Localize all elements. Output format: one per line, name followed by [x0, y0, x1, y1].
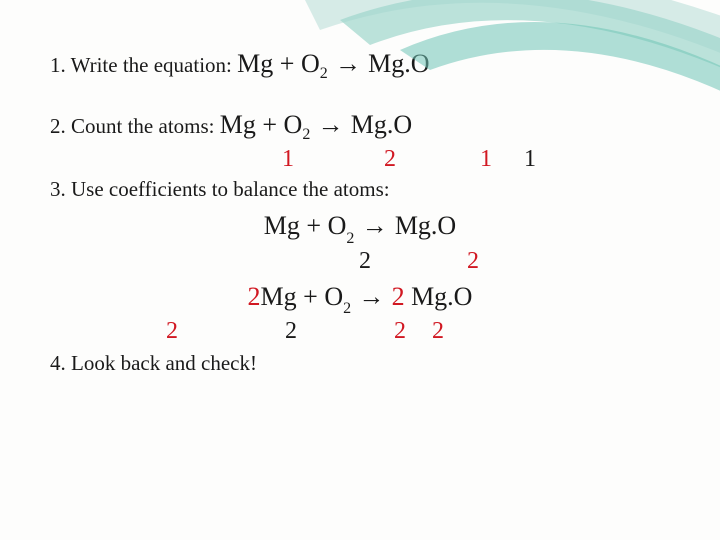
step-1: 1. Write the equation: Mg + O2 → Mg.O: [50, 48, 670, 81]
step-3-eq1: Mg + O2 → Mg.O: [50, 210, 670, 245]
eq3b-arrow: →: [351, 281, 391, 311]
eq1-mg: Mg: [237, 49, 273, 78]
eq3a-sub: 2: [346, 230, 354, 247]
count-mg-left: 1: [282, 146, 384, 173]
step-3-count2: 2222: [50, 318, 670, 345]
eq1-sub: 2: [320, 65, 328, 82]
eq1-plus: +: [273, 49, 301, 78]
eq3a-arrow: →: [354, 210, 394, 240]
eq3b-coef2: 2: [392, 282, 412, 311]
eq1-o: O: [301, 49, 320, 78]
count-o-right: 1: [524, 146, 536, 173]
step-4-label: 4. Look back and check!: [50, 351, 257, 375]
step-3: 3. Use coefficients to balance the atoms…: [50, 177, 670, 202]
eq3b-mg: Mg: [261, 282, 297, 311]
eq2-plus: +: [256, 110, 284, 139]
eq2-sub: 2: [302, 126, 310, 143]
eq3b-o: O: [324, 282, 343, 311]
step-2-counts: 1211: [50, 146, 670, 173]
step-1-label: 1. Write the equation:: [50, 53, 237, 77]
step-4: 4. Look back and check!: [50, 351, 670, 376]
step-3-label: 3. Use coefficients to balance the atoms…: [50, 177, 390, 201]
eq1-prod: Mg.O: [368, 49, 429, 78]
step-2-label: 2. Count the atoms:: [50, 114, 220, 138]
count3a-prod: 2: [419, 248, 479, 275]
eq2-arrow: →: [310, 109, 350, 139]
eq2-mg: Mg: [220, 110, 256, 139]
eq3a-prod: Mg.O: [395, 211, 456, 240]
eq3a-plus: +: [300, 211, 328, 240]
count3b-mg: 2: [166, 318, 226, 345]
step-2: 2. Count the atoms: Mg + O2 → Mg.O: [50, 109, 670, 142]
eq3b-plus: +: [297, 282, 325, 311]
eq3b-sub: 2: [343, 300, 351, 317]
count3a-o: 2: [311, 248, 419, 275]
count3b-prod-o: 2: [406, 318, 444, 345]
eq3a-mg: Mg: [264, 211, 300, 240]
eq3a-o: O: [328, 211, 347, 240]
eq1-arrow: →: [328, 48, 368, 78]
eq3b-coef1: 2: [248, 282, 261, 311]
count-mg-right: 1: [480, 146, 524, 173]
count3b-o: 2: [226, 318, 356, 345]
step-3-eq2: 2Mg + O2 → 2 Mg.O: [50, 281, 670, 316]
step-3-count1: 22: [50, 248, 670, 275]
eq2-prod: Mg.O: [351, 110, 412, 139]
eq3b-prod: Mg.O: [411, 282, 472, 311]
count3b-prod-mg: 2: [356, 318, 406, 345]
count-o-left: 2: [384, 146, 480, 173]
eq2-o: O: [284, 110, 303, 139]
